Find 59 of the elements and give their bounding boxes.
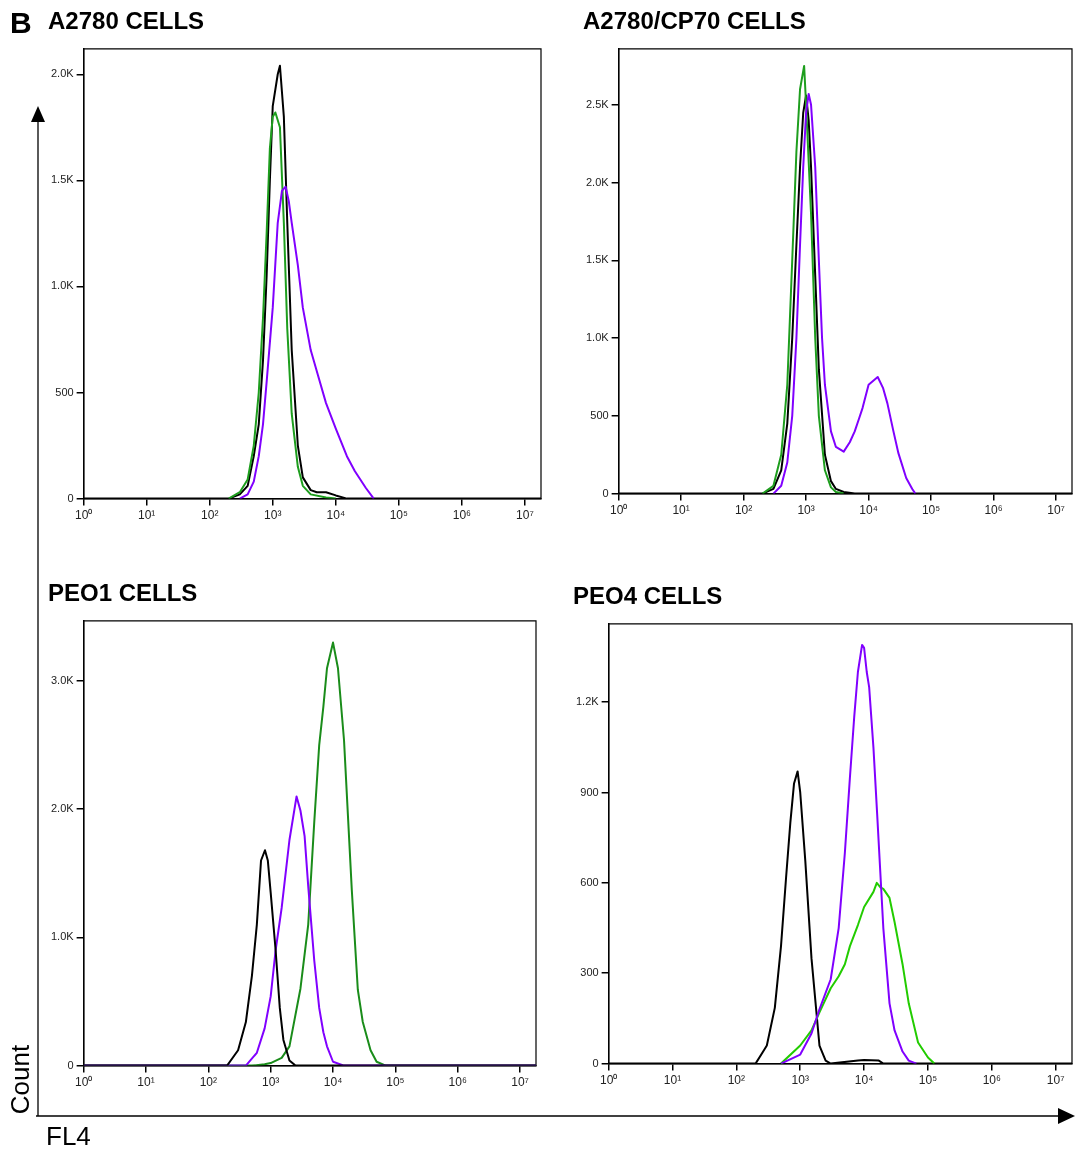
x-tick-label: 10⁴ [854, 1073, 874, 1088]
text: B [10, 6, 32, 40]
chart-title: A2780/CP70 CELLS [583, 7, 806, 35]
x-tick-label: 10² [199, 1075, 218, 1090]
y-tick-label: 1.2K [575, 695, 600, 708]
y-tick-label: 500 [55, 385, 74, 398]
x-tick-label: 10⁶ [452, 508, 472, 523]
y-tick-label: 1.0K [50, 930, 75, 943]
y-tick-label: 600 [580, 875, 599, 888]
x-tick-label: 10⁴ [326, 508, 346, 523]
x-tick-label: 10⁷ [516, 508, 534, 523]
y-tick-label: 0 [592, 1056, 599, 1069]
chart-title: PEO1 CELLS [48, 579, 198, 607]
x-tick-label: 10³ [797, 503, 815, 518]
x-tick-label: 10⁷ [1046, 1073, 1065, 1088]
y-tick-label: 500 [590, 408, 609, 421]
y-tick-label: 0 [602, 486, 609, 499]
x-tick-label: 10⁵ [921, 503, 941, 518]
x-tick-label: 10³ [264, 508, 282, 523]
x-tick-label: 10⁶ [982, 1073, 1002, 1088]
x-axis-title: FL4 [46, 1121, 91, 1151]
x-tick-label: 10³ [262, 1075, 280, 1090]
x-tick-label: 10⁵ [918, 1073, 938, 1088]
y-tick-label: 3.0K [50, 674, 75, 687]
y-tick-label: 0 [67, 1058, 74, 1071]
y-tick-label: 1.5K [585, 253, 610, 266]
y-tick-label: 2.5K [585, 97, 610, 110]
y-tick-label: 2.0K [50, 67, 75, 80]
y-tick-label: 1.5K [50, 173, 75, 186]
x-tick-label: 10² [734, 503, 753, 518]
y-tick-label: 300 [580, 966, 599, 979]
chart-title: A2780 CELLS [48, 7, 205, 35]
x-tick-label: 10² [201, 508, 219, 523]
y-tick-label: 1.0K [50, 279, 75, 292]
x-tick-label: 10³ [791, 1073, 809, 1088]
x-tick-label: 10⁰ [609, 503, 628, 518]
y-tick-label: 1.0K [585, 331, 610, 344]
x-tick-label: 10⁴ [323, 1075, 343, 1090]
x-tick-label: 10⁷ [1047, 503, 1065, 518]
y-tick-label: 2.0K [50, 802, 75, 815]
x-tick-label: 10¹ [137, 1075, 155, 1090]
y-tick-label: 0 [67, 491, 74, 504]
x-tick-label: 10⁵ [386, 1075, 405, 1090]
x-tick-label: 10⁰ [74, 508, 93, 523]
y-axis-title: Count [5, 1044, 37, 1115]
y-tick-label: 900 [580, 785, 599, 798]
x-tick-label: 10⁷ [511, 1075, 529, 1090]
x-tick-label: 10⁰ [599, 1073, 618, 1088]
x-tick-label: 10⁴ [859, 503, 878, 518]
x-tick-label: 10⁵ [389, 508, 409, 523]
x-tick-label: 10¹ [672, 503, 690, 518]
x-tick-label: 10² [727, 1073, 746, 1088]
x-tick-label: 10¹ [663, 1073, 682, 1088]
y-tick-label: 2.0K [585, 175, 610, 188]
x-tick-label: 10¹ [138, 508, 156, 523]
chart-title: PEO4 CELLS [573, 582, 723, 610]
x-tick-label: 10⁶ [448, 1075, 467, 1090]
x-tick-label: 10⁶ [984, 503, 1003, 518]
x-tick-label: 10⁰ [74, 1075, 93, 1090]
